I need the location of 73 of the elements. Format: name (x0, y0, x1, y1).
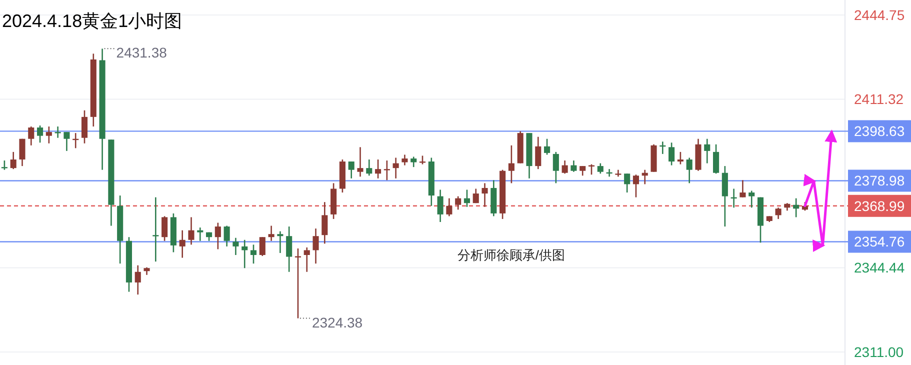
candlestick (580, 165, 586, 176)
candlestick (677, 151, 684, 165)
candlestick (410, 156, 417, 168)
candlestick (224, 225, 230, 248)
candlestick (544, 138, 550, 156)
candlestick (552, 151, 559, 184)
candlestick (277, 230, 284, 254)
candlestick (722, 165, 728, 228)
annotation: 分析师徐顾承/供图 (457, 248, 566, 263)
candlestick (242, 239, 248, 269)
ref-line-label: 2368.99 (854, 198, 905, 214)
candlestick (348, 160, 354, 180)
y-tick-label: 2444.75 (854, 7, 905, 23)
candlestick (304, 246, 310, 273)
candlestick (713, 144, 720, 174)
candlestick (312, 228, 319, 264)
annotation: 2324.38 (312, 314, 363, 330)
candlestick (668, 142, 675, 166)
candlestick (46, 126, 52, 144)
candlestick (793, 198, 800, 218)
annotation: 2431.38 (116, 44, 168, 61)
candlestick (152, 196, 159, 262)
candlestick (482, 182, 488, 208)
candlestick (259, 236, 266, 257)
candlestick (704, 138, 710, 164)
candlestick (624, 172, 630, 194)
candlestick (402, 154, 408, 166)
candlestick (366, 158, 372, 176)
candlestick (250, 244, 257, 264)
candlestick (162, 216, 168, 242)
candlestick (472, 188, 479, 204)
candlestick (740, 180, 746, 198)
candlestick (597, 162, 604, 174)
candlestick (632, 174, 639, 198)
candlestick (535, 136, 542, 170)
candlestick (1, 160, 8, 170)
candlestick (268, 225, 274, 242)
candlestick (37, 124, 44, 144)
candlestick (464, 189, 470, 208)
candlestick (455, 196, 462, 210)
candlestick (322, 201, 328, 244)
candlestick (357, 146, 364, 178)
candlestick (64, 131, 70, 152)
candlestick (562, 160, 568, 174)
candlestick (384, 160, 390, 181)
candlestick (214, 222, 221, 250)
y-tick-label: 2411.32 (854, 91, 904, 108)
candlestick (19, 138, 26, 167)
candlestick (437, 189, 444, 223)
candlestick (748, 190, 755, 208)
ref-line-label: 2354.76 (854, 234, 905, 250)
candlestick (10, 151, 16, 170)
candlestick (134, 264, 141, 296)
ref-line-label: 2398.63 (854, 123, 905, 140)
candlestick (28, 126, 34, 146)
y-tick-label: 2344.44 (854, 260, 905, 276)
candlestick (375, 158, 382, 180)
candlestick (508, 144, 514, 184)
candlestick (81, 110, 88, 144)
candlestick (197, 226, 204, 242)
ref-line-label: 2378.98 (854, 172, 905, 189)
candlestick (446, 198, 452, 217)
candlestick (392, 157, 399, 180)
chart-title: 2024.4.18黄金1小时图 (2, 11, 182, 31)
candlestick (188, 216, 194, 246)
candlestick (686, 157, 692, 184)
candlestick (232, 237, 239, 256)
candlestick (179, 230, 186, 258)
candlestick (642, 169, 648, 185)
candlestick (286, 226, 292, 273)
candlestick (775, 206, 782, 220)
candlestick (570, 160, 577, 172)
y-tick-label: 2311.00 (854, 344, 904, 360)
